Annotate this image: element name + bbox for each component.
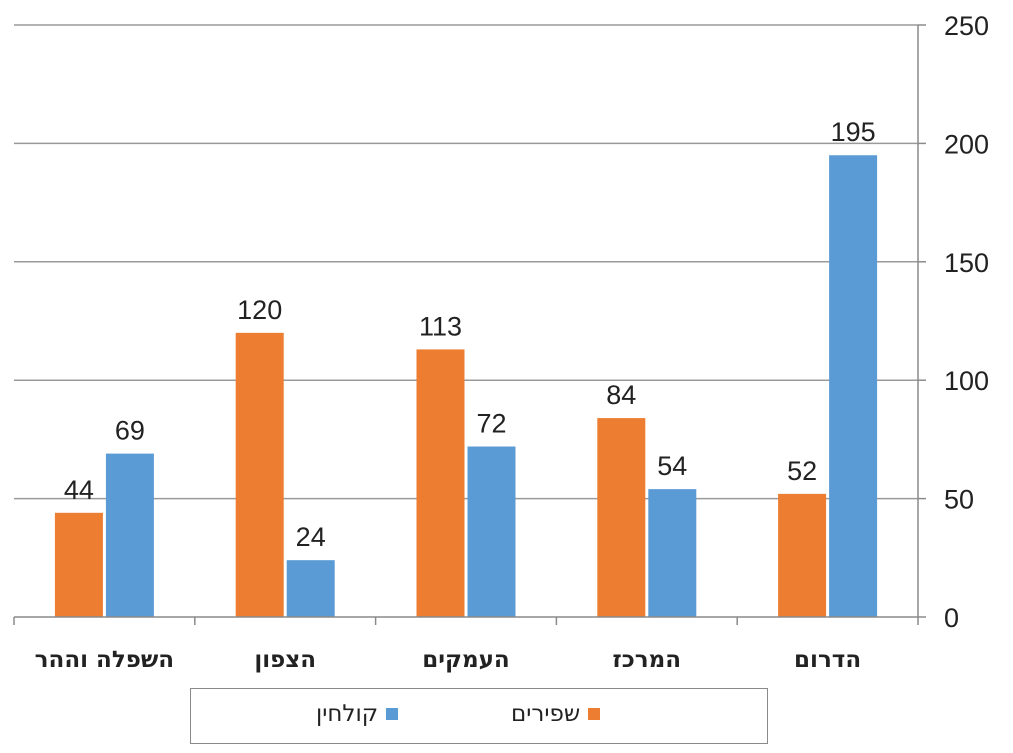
- data-label: 195: [831, 117, 876, 147]
- data-label: 120: [237, 295, 282, 325]
- data-label: 54: [657, 451, 687, 481]
- data-labels: 44 69 120 24 113 72 84 54 52 195: [64, 117, 876, 552]
- x-category-label: העמקים: [422, 647, 510, 673]
- y-tick-label: 0: [944, 603, 959, 633]
- legend-swatch-series-1: [588, 708, 601, 720]
- x-category-label: המרכז: [613, 647, 682, 673]
- axes: 0 50 100 150 200 250 השפלה וההר הצפון העמקים המרכ…: [13, 11, 989, 673]
- y-tick-label: 50: [944, 485, 974, 515]
- bar-series-2: [467, 446, 516, 617]
- legend-label-series-1: שפירים: [511, 701, 581, 727]
- bar-series-1: [778, 493, 827, 617]
- data-label: 52: [787, 456, 817, 486]
- bars: [54, 155, 878, 618]
- bar-series-2: [105, 453, 154, 617]
- y-tick-label: 100: [944, 366, 989, 396]
- bar-series-1: [235, 332, 284, 617]
- bar-series-2: [829, 155, 878, 618]
- data-label: 44: [64, 475, 94, 505]
- data-label: 69: [115, 416, 145, 446]
- legend: שפירים קולחין: [190, 688, 768, 744]
- y-tick-label: 250: [944, 11, 989, 41]
- legend-item-series-1: שפירים: [511, 701, 601, 727]
- x-category-label: הדרום: [794, 647, 861, 673]
- data-label: 24: [296, 522, 326, 552]
- data-label: 72: [476, 409, 506, 439]
- bar-series-2: [286, 560, 335, 617]
- data-label: 84: [606, 380, 636, 410]
- y-tick-label: 150: [944, 248, 989, 278]
- bar-series-1: [54, 512, 103, 617]
- legend-label-series-2: קולחין: [316, 701, 379, 727]
- x-category-label: הצפון: [254, 647, 316, 673]
- x-category-label: השפלה וההר: [35, 647, 174, 673]
- legend-item-series-2: קולחין: [316, 701, 399, 727]
- bar-series-1: [597, 418, 646, 617]
- bar-series-1: [416, 349, 465, 617]
- gridlines: [14, 24, 918, 500]
- y-tick-label: 200: [944, 129, 989, 159]
- legend-swatch-series-2: [386, 708, 399, 720]
- bar-series-2: [648, 489, 697, 617]
- data-label: 113: [419, 311, 462, 341]
